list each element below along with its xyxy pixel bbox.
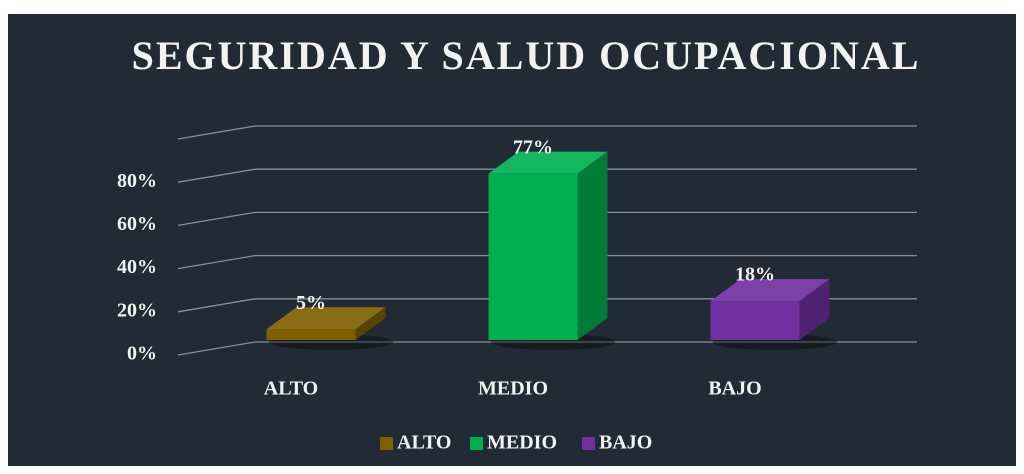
y-tick-label: 0% bbox=[127, 343, 157, 365]
y-tick-label: 40% bbox=[117, 256, 157, 278]
grid-line bbox=[177, 211, 917, 227]
legend-label: BAJO bbox=[599, 432, 652, 454]
grid-line bbox=[177, 341, 917, 356]
legend-label: ALTO bbox=[397, 432, 451, 454]
grid-line bbox=[177, 298, 917, 313]
bar-top bbox=[488, 151, 608, 174]
grid-line bbox=[177, 125, 917, 140]
legend-swatch bbox=[470, 437, 483, 450]
bar-top bbox=[266, 307, 386, 330]
y-tick-label: 80% bbox=[117, 170, 157, 192]
y-tick-label: 60% bbox=[117, 213, 157, 235]
bar-side bbox=[577, 151, 608, 340]
grid-line bbox=[177, 168, 917, 183]
data-label: 18% bbox=[735, 264, 775, 286]
y-tick-label: 20% bbox=[117, 299, 157, 321]
x-tick-label: ALTO bbox=[264, 378, 318, 400]
bar-side bbox=[355, 307, 386, 340]
bar-top bbox=[710, 279, 830, 302]
x-tick-label: MEDIO bbox=[478, 378, 548, 400]
x-tick-label: BAJO bbox=[708, 378, 761, 400]
bar-front bbox=[710, 301, 800, 340]
bar-front bbox=[266, 329, 356, 340]
chart-title: SEGURIDAD Y SALUD OCUPACIONAL bbox=[132, 33, 921, 78]
bar-front bbox=[488, 173, 578, 340]
data-label: 5% bbox=[296, 292, 326, 314]
legend-label: MEDIO bbox=[487, 432, 557, 454]
grid-line bbox=[177, 254, 917, 270]
legend-swatch bbox=[380, 437, 393, 450]
bar-side bbox=[799, 279, 830, 340]
legend-swatch bbox=[582, 437, 595, 450]
data-label: 77% bbox=[513, 136, 553, 158]
